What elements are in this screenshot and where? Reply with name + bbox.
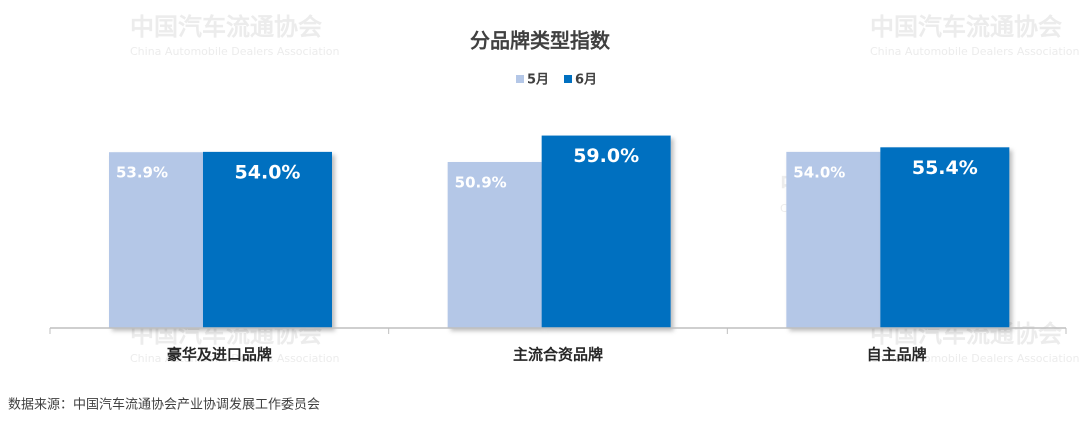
- watermark-name: 中国汽车流通协会: [870, 13, 1062, 41]
- value-label: 54.0%: [793, 163, 845, 181]
- watermark-name: 中国汽车流通协会: [130, 13, 322, 41]
- bar: [447, 161, 542, 328]
- bar: [109, 152, 203, 328]
- source-note: 数据来源：中国汽车流通协会产业协调发展工作委员会: [8, 397, 320, 413]
- watermark-english: China Automobile Dealers Association: [130, 45, 339, 58]
- x-tick-label: 主流合资品牌: [513, 346, 603, 364]
- bar: [786, 151, 881, 328]
- legend-label: 5月: [527, 73, 549, 88]
- legend-swatch: [564, 75, 572, 83]
- plot: 53.9% 54.0% 50.9% 59.0% 54.0% 55.4%: [109, 135, 1010, 328]
- value-label: 50.9%: [455, 173, 507, 191]
- legend-swatch: [516, 75, 524, 83]
- bar: [880, 147, 1010, 328]
- watermark-english: China Automobile Dealers Association: [870, 45, 1079, 58]
- watermark-english: China Automobile Dealers Association: [130, 352, 339, 365]
- value-label: 53.9%: [116, 164, 168, 182]
- bar: [203, 151, 332, 328]
- value-label: 59.0%: [573, 145, 639, 167]
- value-label: 55.4%: [912, 157, 978, 179]
- x-tick-label: 自主品牌: [867, 346, 927, 364]
- value-label: 54.0%: [235, 161, 301, 183]
- legend-label: 6月: [575, 73, 597, 88]
- watermark-english: China Automobile Dealers Association: [870, 352, 1079, 365]
- x-tick-label: 豪华及进口品牌: [167, 346, 272, 364]
- bar: [541, 135, 671, 328]
- chart-title: 分品牌类型指数: [470, 29, 611, 53]
